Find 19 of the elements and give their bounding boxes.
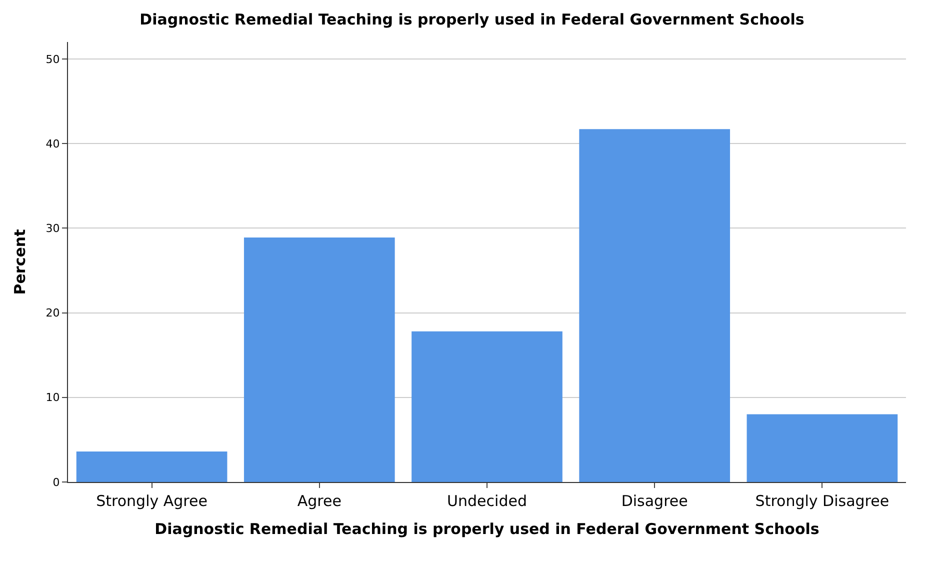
x-axis-title: Diagnostic Remedial Teaching is properly used in Federal Government Schools [154,520,820,538]
x-tick-label: Strongly Disagree [755,492,890,510]
x-tick-label: Strongly Agree [96,492,208,510]
y-tick-label: 50 [46,52,60,66]
y-tick-label: 40 [46,137,60,150]
bar [76,452,228,482]
y-tick-label: 20 [46,306,60,320]
bar [244,237,395,482]
bar [746,414,898,482]
x-tick-label: Agree [297,492,342,510]
y-axis-title: Percent [11,229,30,295]
bar [579,129,730,482]
y-tick-label: 30 [46,222,60,235]
chart-title: Diagnostic Remedial Teaching is properly used in Federal Government Schools [140,10,804,29]
x-tick-label: Undecided [447,492,527,510]
bar [412,331,562,482]
x-tick-label: Disagree [621,492,688,510]
y-tick-label: 0 [52,476,60,489]
y-tick-label: 10 [46,391,60,404]
